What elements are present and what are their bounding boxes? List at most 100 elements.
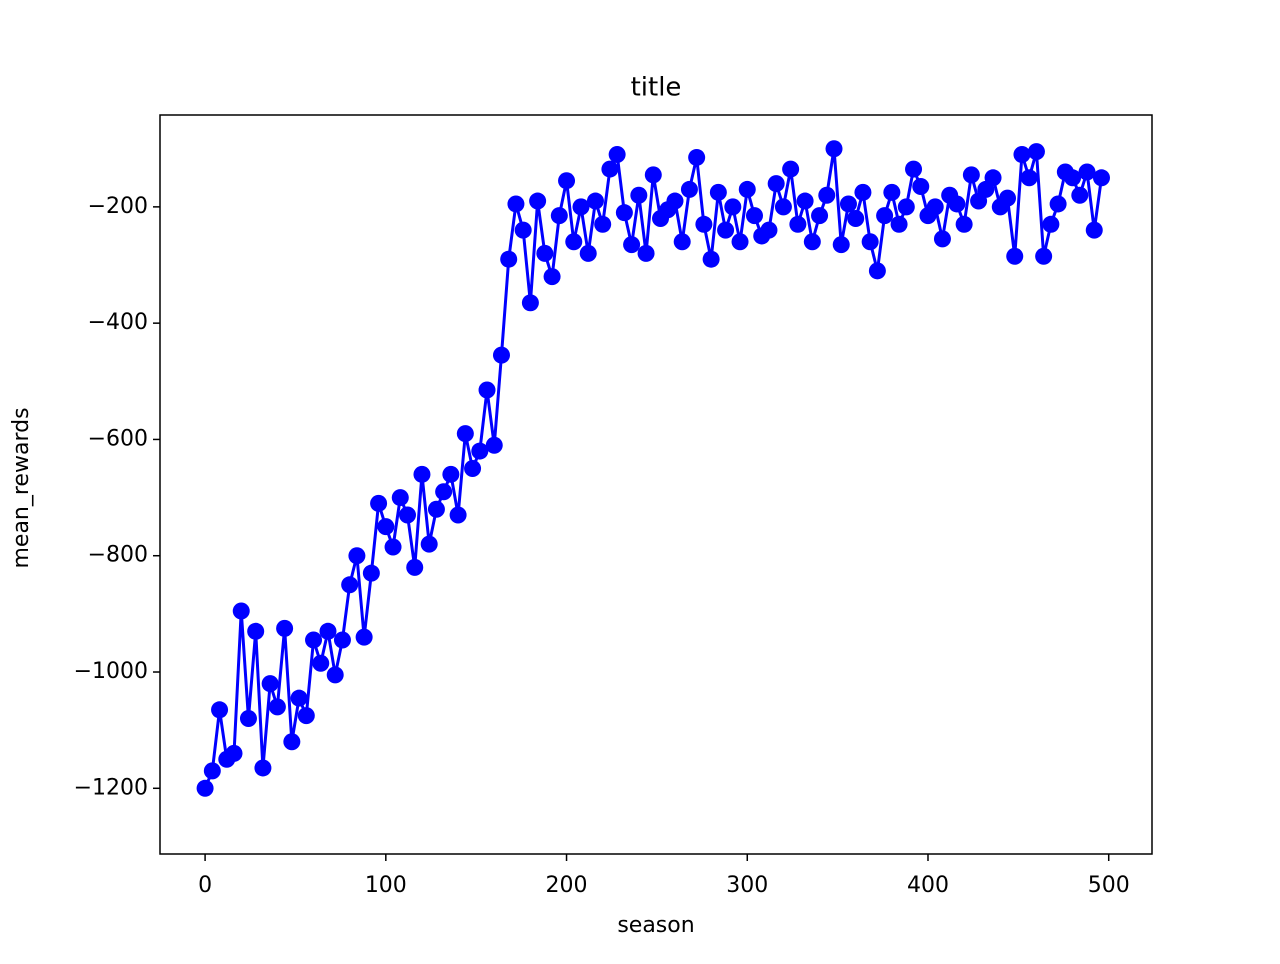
y-tick-label: −200 <box>88 194 148 219</box>
data-point <box>362 564 380 582</box>
data-point <box>615 204 633 222</box>
data-point <box>413 465 431 483</box>
data-point <box>1078 163 1096 181</box>
data-point <box>529 192 547 210</box>
data-point <box>912 178 930 196</box>
data-point <box>500 250 518 268</box>
data-point <box>782 160 800 178</box>
data-point <box>796 192 814 210</box>
data-point <box>594 215 612 233</box>
data-point <box>702 250 720 268</box>
data-point <box>861 233 879 251</box>
data-point <box>203 762 221 780</box>
data-point <box>348 547 366 565</box>
data-point <box>268 698 286 716</box>
data-point <box>832 236 850 254</box>
data-point <box>803 233 821 251</box>
data-point <box>442 465 460 483</box>
data-point <box>962 166 980 184</box>
plot-frame <box>159 114 1153 855</box>
data-point <box>399 506 417 524</box>
data-point <box>521 294 539 312</box>
data-point <box>1085 221 1103 239</box>
data-point <box>225 744 243 762</box>
data-point <box>767 175 785 193</box>
data-point <box>948 195 966 213</box>
data-point <box>312 654 330 672</box>
x-tick-label: 200 <box>546 873 588 898</box>
data-point <box>1027 143 1045 161</box>
data-point <box>276 619 294 637</box>
data-point <box>211 701 229 719</box>
data-point <box>709 183 727 201</box>
x-tick-label: 500 <box>1088 873 1130 898</box>
data-point <box>305 631 323 649</box>
data-point <box>926 198 944 216</box>
data-point <box>297 707 315 725</box>
data-point <box>688 148 706 166</box>
data-point <box>847 209 865 227</box>
data-point <box>680 180 698 198</box>
data-point <box>196 779 214 797</box>
data-point <box>608 146 626 164</box>
x-tick-label: 0 <box>198 873 212 898</box>
data-point <box>876 207 894 225</box>
data-point <box>319 622 337 640</box>
data-point <box>738 180 756 198</box>
chart-title: title <box>631 73 682 103</box>
data-point <box>239 710 257 728</box>
data-point <box>1006 247 1024 265</box>
y-tick-label: −600 <box>88 426 148 451</box>
data-point <box>543 268 561 286</box>
data-point <box>839 195 857 213</box>
data-point <box>868 262 886 280</box>
data-point <box>247 622 265 640</box>
data-point <box>666 192 684 210</box>
data-point <box>1049 195 1067 213</box>
data-point <box>890 215 908 233</box>
data-point <box>406 558 424 576</box>
data-point <box>905 160 923 178</box>
y-tick-label: −400 <box>88 310 148 335</box>
data-point <box>514 221 532 239</box>
data-point <box>565 233 583 251</box>
data-point <box>464 460 482 478</box>
data-point <box>1064 169 1082 187</box>
data-point <box>984 169 1002 187</box>
data-point <box>290 689 308 707</box>
data-point <box>384 538 402 556</box>
data-point <box>745 207 763 225</box>
data-point <box>485 436 503 454</box>
data-point <box>341 576 359 594</box>
data-point <box>478 381 496 399</box>
x-tick-label: 300 <box>726 873 768 898</box>
data-point <box>449 506 467 524</box>
data-point <box>326 666 344 684</box>
data-point <box>717 221 735 239</box>
data-point <box>818 186 836 204</box>
data-point <box>811 207 829 225</box>
data-point <box>391 489 409 507</box>
data-point <box>955 215 973 233</box>
data-point <box>254 759 272 777</box>
data-point <box>673 233 691 251</box>
data-point <box>644 166 662 184</box>
data-point <box>760 221 778 239</box>
data-point <box>1042 215 1060 233</box>
data-point <box>558 172 576 190</box>
data-point <box>572 198 590 216</box>
data-point <box>731 233 749 251</box>
y-tick-label: −800 <box>88 543 148 568</box>
x-axis-label: season <box>617 913 694 938</box>
data-point <box>507 195 525 213</box>
data-point <box>232 602 250 620</box>
data-point <box>623 236 641 254</box>
data-point <box>536 244 554 262</box>
data-point <box>999 189 1017 207</box>
data-point <box>550 207 568 225</box>
data-point <box>471 442 489 460</box>
data-point <box>435 483 453 501</box>
data-point <box>377 518 395 536</box>
data-point <box>579 244 597 262</box>
